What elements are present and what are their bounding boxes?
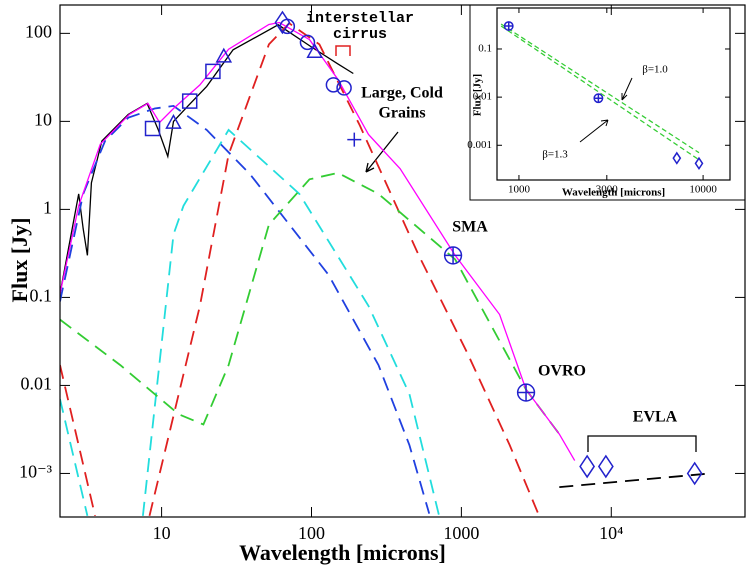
plot-frame — [496, 7, 731, 181]
y-tick-label: 0.01 — [21, 374, 53, 394]
marker-circle — [325, 77, 342, 93]
sed-line — [60, 21, 576, 461]
sed-line — [500, 23, 700, 154]
sed-line — [559, 472, 711, 488]
cirrus-bracket — [335, 45, 351, 56]
marker-diamond — [597, 454, 614, 479]
annotation: Grains — [378, 105, 425, 122]
y-tick-label: 0.01 — [473, 91, 492, 103]
marker-plus — [347, 132, 362, 147]
marker-triangle — [165, 113, 182, 129]
marker-circleplus — [503, 21, 514, 31]
y-tick-label: 10 — [34, 110, 52, 130]
x-axis-label: Wavelength [microns] — [562, 187, 665, 199]
marker-circle — [299, 34, 316, 51]
x-tick-label: 1000 — [508, 184, 531, 196]
marker-circleplus — [593, 93, 604, 104]
sed-line — [60, 128, 440, 517]
plot-frame — [59, 4, 746, 518]
marker-square — [181, 93, 198, 109]
annotation: EVLA — [633, 409, 678, 426]
marker-diamond — [694, 156, 704, 171]
y-tick-label: 0.001 — [467, 139, 492, 151]
annotation: cirrus — [333, 26, 387, 43]
marker-diamond — [672, 151, 682, 165]
y-tick-label: 0.1 — [478, 43, 492, 55]
inset-frame — [469, 4, 746, 201]
evla-bracket — [587, 435, 697, 452]
marker-circleplus — [443, 246, 463, 265]
sed-line — [60, 22, 540, 517]
y-tick-label: 0.1 — [30, 286, 53, 306]
annotation: β=1.3 — [542, 149, 568, 161]
beta13-arrow — [579, 119, 609, 143]
marker-circle — [336, 80, 352, 96]
grains-arrow — [365, 131, 399, 173]
y-tick-label: 100 — [25, 21, 52, 41]
marker-circleplus — [516, 383, 536, 402]
x-tick-label: 1000 — [443, 523, 479, 543]
x-tick-label: 100 — [298, 523, 325, 543]
y-tick-label: 10⁻³ — [19, 462, 53, 482]
x-tick-label: 10⁴ — [599, 523, 623, 543]
x-tick-label: 10000 — [689, 184, 717, 196]
annotation: OVRO — [538, 363, 586, 380]
marker-diamond — [686, 461, 703, 486]
x-tick-label: 10 — [153, 523, 171, 543]
annotation: SMA — [452, 219, 488, 236]
marker-diamond — [274, 10, 291, 35]
sed-line — [60, 104, 431, 514]
y-tick-label: 1 — [43, 198, 52, 218]
x-axis-label: Wavelength [microns] — [239, 540, 446, 565]
marker-triangle — [306, 43, 323, 58]
marker-square — [205, 63, 221, 80]
marker-triangle — [215, 47, 233, 63]
x-tick-label: 3000 — [596, 184, 619, 196]
annotation: interstellar — [306, 10, 414, 27]
annotation: β=1.0 — [642, 64, 668, 76]
beta1-arrow — [621, 77, 633, 101]
sed-line — [60, 171, 561, 435]
y-axis-label: Flux [Jy] — [7, 218, 32, 303]
y-axis-label: Flux [Jy] — [472, 74, 484, 116]
marker-square — [144, 120, 161, 137]
annotation: Large, Cold — [361, 85, 443, 102]
marker-diamond — [579, 454, 596, 479]
